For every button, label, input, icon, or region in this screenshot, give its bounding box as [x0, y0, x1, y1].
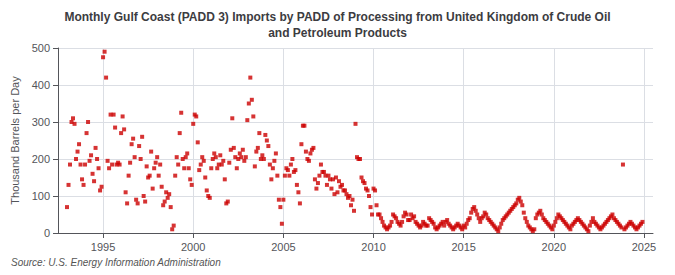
svg-text:400: 400 [32, 79, 50, 91]
svg-text:Source: U.S. Energy Informatio: Source: U.S. Energy Information Administ… [11, 257, 221, 268]
svg-text:2000: 2000 [181, 241, 205, 253]
svg-text:100: 100 [32, 190, 50, 202]
svg-text:2010: 2010 [361, 241, 385, 253]
svg-text:2025: 2025 [632, 241, 656, 253]
svg-text:2005: 2005 [271, 241, 295, 253]
svg-text:Thousand Barrels per Day: Thousand Barrels per Day [9, 76, 21, 205]
svg-text:1995: 1995 [91, 241, 115, 253]
svg-text:300: 300 [32, 116, 50, 128]
svg-text:500: 500 [32, 42, 50, 54]
svg-text:Monthly Gulf Coast (PADD 3) Im: Monthly Gulf Coast (PADD 3) Imports by P… [64, 10, 610, 24]
svg-text:2015: 2015 [451, 241, 475, 253]
svg-text:and Petroleum Products: and Petroleum Products [268, 26, 407, 40]
svg-text:0: 0 [44, 227, 50, 239]
svg-text:2020: 2020 [542, 241, 566, 253]
svg-text:200: 200 [32, 153, 50, 165]
